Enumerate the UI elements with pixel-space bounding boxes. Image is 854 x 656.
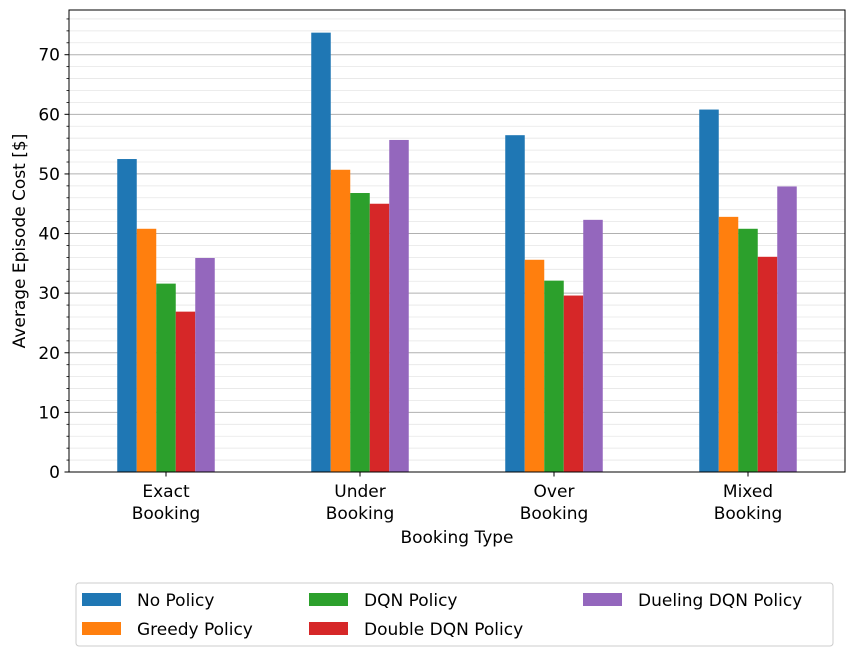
bar-series-dueling-dqn-policy [195, 139, 797, 473]
y-axis-label: Average Episode Cost [$] [10, 134, 30, 349]
y-tick-label: 70 [38, 46, 60, 66]
y-tick-label: 20 [38, 344, 60, 364]
x-tick-label: Booking [714, 504, 783, 524]
plot-frame [68, 9, 846, 473]
y-tick-label: 50 [38, 165, 60, 185]
legend-label: Dueling DQN Policy [638, 591, 802, 611]
bar-series-no-policy [117, 32, 719, 473]
bar-series-group [117, 32, 797, 473]
legend-label: No Policy [137, 591, 214, 611]
legend: No Policy Greedy Policy DQN Policy Double D… [75, 582, 834, 647]
bar [738, 228, 758, 472]
y-axis-ticks: 0 10 20 30 40 50 60 70 [38, 18, 69, 483]
bar [718, 216, 739, 472]
x-tick-label: Mixed [723, 482, 773, 502]
legend-label: DQN Policy [364, 591, 458, 611]
bar [369, 203, 390, 472]
bar [350, 193, 370, 473]
legend-label: Double DQN Policy [364, 620, 523, 640]
bar [524, 259, 545, 472]
x-tick-label: Booking [520, 504, 589, 524]
bar [583, 219, 603, 472]
bar-series-greedy-policy [136, 169, 739, 472]
bar [757, 256, 778, 472]
legend-box [75, 582, 834, 647]
y-tick-label: 30 [38, 284, 60, 304]
bar [330, 169, 351, 472]
y-tick-label: 10 [38, 403, 60, 423]
x-tick-label: Under [334, 482, 385, 502]
y-tick-label: 40 [38, 225, 60, 245]
bar [175, 311, 196, 472]
x-tick-label: Exact [142, 482, 190, 502]
legend-swatch [583, 593, 622, 606]
bar-series-double-dqn-policy [175, 203, 778, 472]
bar [777, 186, 797, 472]
legend-label: Greedy Policy [137, 620, 253, 640]
bar [156, 283, 176, 472]
bar [117, 159, 137, 472]
y-tick-label: 60 [38, 105, 60, 125]
bar [389, 139, 409, 473]
bar-series-dqn-policy [156, 193, 758, 473]
x-axis-label: Booking Type [400, 528, 513, 548]
legend-swatch [309, 622, 348, 635]
x-tick-label: Over [534, 482, 575, 502]
bar [136, 228, 157, 472]
bar [563, 295, 584, 472]
x-tick-label: Booking [326, 504, 395, 524]
bar [195, 257, 215, 472]
x-tick-label: Booking [132, 504, 201, 524]
bar [505, 135, 525, 472]
bar [544, 280, 564, 472]
legend-swatch [82, 622, 121, 635]
bar [311, 32, 331, 473]
y-tick-label: 0 [49, 463, 60, 483]
legend-swatch [82, 593, 121, 606]
bar [699, 109, 719, 472]
legend-swatch [309, 593, 348, 606]
x-axis-ticks: ExactBookingUnderBookingOverBookingMixed… [132, 472, 783, 524]
